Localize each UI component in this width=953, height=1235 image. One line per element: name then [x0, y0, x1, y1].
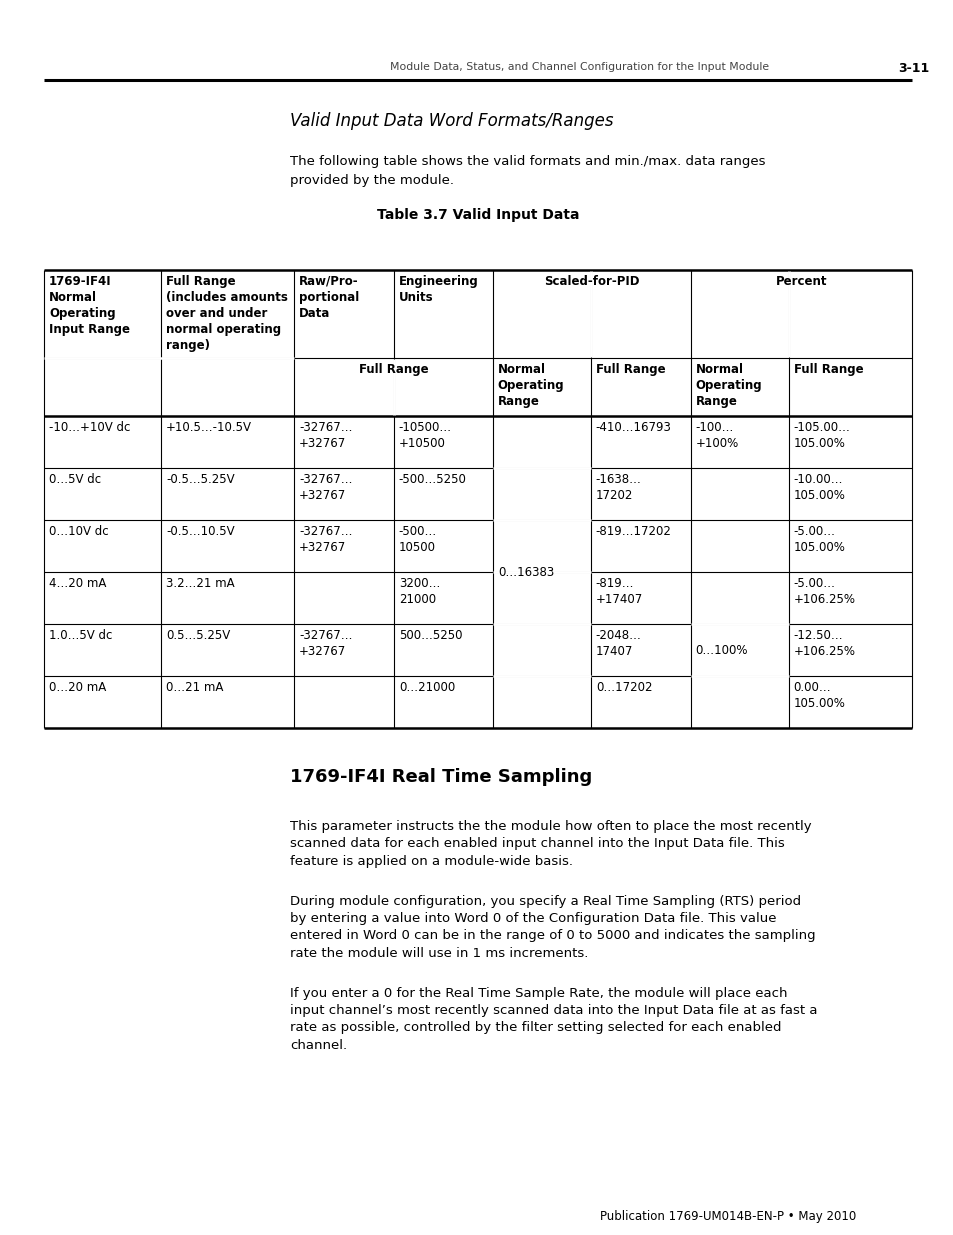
- Text: -0.5…10.5V: -0.5…10.5V: [166, 525, 234, 538]
- Text: Normal
Operating
Range: Normal Operating Range: [497, 363, 564, 408]
- Text: -5.00…
+106.25%: -5.00… +106.25%: [793, 577, 855, 606]
- Text: feature is applied on a module-wide basis.: feature is applied on a module-wide basi…: [290, 855, 573, 868]
- Text: -10.00…
105.00%: -10.00… 105.00%: [793, 473, 844, 501]
- Text: Publication 1769-UM014B-EN-P • May 2010: Publication 1769-UM014B-EN-P • May 2010: [599, 1210, 856, 1223]
- Text: 1769-IF4I
Normal
Operating
Input Range: 1769-IF4I Normal Operating Input Range: [49, 275, 130, 336]
- Text: input channel’s most recently scanned data into the Input Data file at as fast a: input channel’s most recently scanned da…: [290, 1004, 817, 1016]
- Text: -10…+10V dc: -10…+10V dc: [49, 421, 131, 433]
- Text: -100…
+100%: -100… +100%: [695, 421, 739, 450]
- Text: 0…17202: 0…17202: [596, 680, 652, 694]
- Text: Full Range: Full Range: [596, 363, 665, 375]
- Text: 1769-IF4I Real Time Sampling: 1769-IF4I Real Time Sampling: [290, 768, 592, 785]
- Text: If you enter a 0 for the Real Time Sample Rate, the module will place each: If you enter a 0 for the Real Time Sampl…: [290, 987, 786, 999]
- Text: channel.: channel.: [290, 1039, 347, 1052]
- Text: During module configuration, you specify a Real Time Sampling (RTS) period: During module configuration, you specify…: [290, 894, 801, 908]
- Text: Table 3.7 Valid Input Data: Table 3.7 Valid Input Data: [376, 207, 578, 222]
- Text: -10500…
+10500: -10500… +10500: [398, 421, 452, 450]
- Text: Raw/Pro-
portional
Data: Raw/Pro- portional Data: [298, 275, 359, 320]
- Text: +10.5…-10.5V: +10.5…-10.5V: [166, 421, 252, 433]
- Text: The following table shows the valid formats and min./max. data ranges: The following table shows the valid form…: [290, 156, 764, 168]
- Text: -12.50…
+106.25%: -12.50… +106.25%: [793, 629, 855, 658]
- Text: -32767…
+32767: -32767… +32767: [298, 473, 352, 501]
- Text: 0…20 mA: 0…20 mA: [49, 680, 106, 694]
- Text: -5.00…
105.00%: -5.00… 105.00%: [793, 525, 844, 555]
- Text: -0.5…5.25V: -0.5…5.25V: [166, 473, 234, 487]
- Text: -32767…
+32767: -32767… +32767: [298, 525, 352, 555]
- Text: -819…17202: -819…17202: [596, 525, 671, 538]
- Text: Full Range
(includes amounts
over and under
normal operating
range): Full Range (includes amounts over and un…: [166, 275, 288, 352]
- Text: 0…5V dc: 0…5V dc: [49, 473, 101, 487]
- Text: -500…5250: -500…5250: [398, 473, 466, 487]
- Text: 0…21000: 0…21000: [398, 680, 455, 694]
- Text: Module Data, Status, and Channel Configuration for the Input Module: Module Data, Status, and Channel Configu…: [390, 62, 768, 72]
- Text: 1.0…5V dc: 1.0…5V dc: [49, 629, 112, 642]
- Text: entered in Word 0 can be in the range of 0 to 5000 and indicates the sampling: entered in Word 0 can be in the range of…: [290, 930, 815, 942]
- Text: -500…
10500: -500… 10500: [398, 525, 436, 555]
- Text: 500…5250: 500…5250: [398, 629, 462, 642]
- Text: 4…20 mA: 4…20 mA: [49, 577, 107, 590]
- Text: rate as possible, controlled by the filter setting selected for each enabled: rate as possible, controlled by the filt…: [290, 1021, 781, 1035]
- Text: -410…16793: -410…16793: [596, 421, 671, 433]
- Text: 0…16383: 0…16383: [497, 566, 554, 578]
- Text: 3200…
21000: 3200… 21000: [398, 577, 439, 606]
- Text: -105.00…
105.00%: -105.00… 105.00%: [793, 421, 850, 450]
- Text: 0.00…
105.00%: 0.00… 105.00%: [793, 680, 844, 710]
- Text: -32767…
+32767: -32767… +32767: [298, 421, 352, 450]
- Text: Full Range: Full Range: [793, 363, 862, 375]
- Text: rate the module will use in 1 ms increments.: rate the module will use in 1 ms increme…: [290, 947, 588, 960]
- Text: scanned data for each enabled input channel into the Input Data file. This: scanned data for each enabled input chan…: [290, 837, 784, 851]
- Text: 3.2…21 mA: 3.2…21 mA: [166, 577, 234, 590]
- Text: -819…
+17407: -819… +17407: [596, 577, 642, 606]
- Text: 0…100%: 0…100%: [695, 643, 747, 657]
- Text: 0…10V dc: 0…10V dc: [49, 525, 109, 538]
- Text: Engineering
Units: Engineering Units: [398, 275, 478, 304]
- Text: 0…21 mA: 0…21 mA: [166, 680, 223, 694]
- Text: -1638…
17202: -1638… 17202: [596, 473, 641, 501]
- Text: 0.5…5.25V: 0.5…5.25V: [166, 629, 231, 642]
- Text: provided by the module.: provided by the module.: [290, 174, 454, 186]
- Text: Valid Input Data Word Formats/Ranges: Valid Input Data Word Formats/Ranges: [290, 112, 613, 130]
- Text: Percent: Percent: [775, 275, 826, 288]
- Text: Full Range: Full Range: [358, 363, 428, 375]
- Text: Normal
Operating
Range: Normal Operating Range: [695, 363, 761, 408]
- Text: -2048…
17407: -2048… 17407: [596, 629, 641, 658]
- Text: 3-11: 3-11: [897, 62, 928, 75]
- Text: Scaled-for-PID: Scaled-for-PID: [543, 275, 639, 288]
- Text: -32767…
+32767: -32767… +32767: [298, 629, 352, 658]
- Text: This parameter instructs the the module how often to place the most recently: This parameter instructs the the module …: [290, 820, 811, 832]
- Text: by entering a value into Word 0 of the Configuration Data file. This value: by entering a value into Word 0 of the C…: [290, 911, 776, 925]
